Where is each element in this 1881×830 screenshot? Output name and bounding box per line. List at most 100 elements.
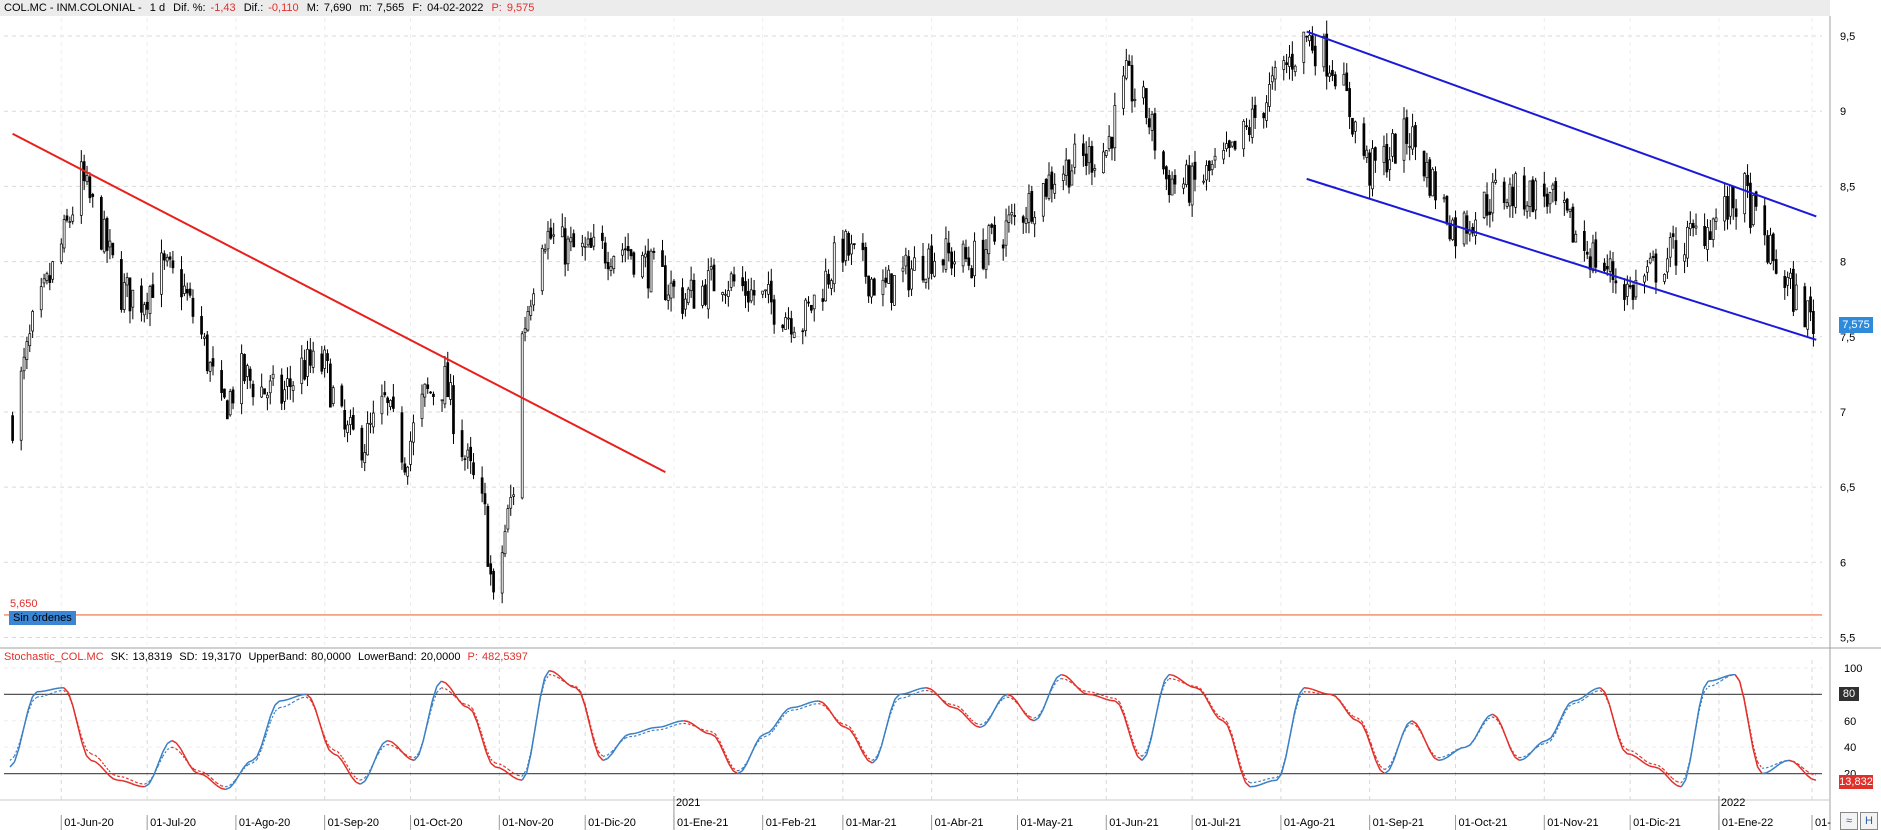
sk-segment [1141,754,1148,761]
candle-body [721,292,724,295]
sk-segment [1419,730,1426,741]
period[interactable]: 1 d [149,2,166,14]
sk-segment [862,753,869,762]
no-orders-label[interactable]: Sin órdenes [9,611,76,625]
sk-segment [207,776,213,783]
candle-body [1411,126,1414,150]
sk-segment [166,739,173,745]
sd-segment [1708,685,1713,688]
sd-segment [301,696,307,699]
candle-body [801,330,805,333]
sd-segment [1222,717,1228,723]
sd-segment [288,701,294,706]
chart-type-icon[interactable]: ≈ [1840,812,1858,830]
sk-segment [1496,716,1503,727]
candle-body [609,266,613,271]
sd-segment [184,758,191,766]
sk-segment [634,731,640,735]
sk-segment [1554,720,1561,731]
candle-body [1726,196,1729,220]
sk-segment [1770,766,1777,771]
candle-body [913,257,916,271]
candle-body [263,388,266,395]
candle-body [1190,165,1194,206]
sd-segment [1595,689,1601,692]
sd-segment [975,722,981,726]
candle-body [1408,145,1412,148]
sk-segment [1222,720,1229,726]
candle-body [1268,84,1271,107]
candle-body [343,410,347,430]
sd-segment [1051,680,1058,689]
sk-segment [1384,769,1390,775]
sd-segment [1582,696,1588,701]
sk-segment [449,687,456,695]
sd-segment [485,748,492,760]
candle-body [1187,165,1191,203]
sk-segment [1065,675,1071,681]
candle-body [520,333,524,499]
sd-segment [961,709,968,716]
sk-segment [1514,756,1520,762]
sd-value: 19,3170 [201,651,242,663]
sk-segment [1191,686,1197,689]
x-tick-label: 01-Dic-20 [588,817,636,829]
sd-segment [247,762,253,766]
candle-body [1362,123,1366,156]
sk-segment [441,680,447,684]
sd-segment [1213,709,1219,717]
sd-segment [32,696,38,702]
candle-body [1743,173,1747,215]
candle-body [1371,148,1374,190]
sd-segment [387,743,392,747]
cursor-icon[interactable]: H [1860,812,1878,830]
sd-segment [1541,742,1547,745]
sk-segment [692,723,698,728]
sk-segment [1658,767,1664,773]
candle-body [1525,205,1529,212]
candle-body [1694,225,1698,229]
candle-body [704,284,707,305]
sk-segment [175,742,182,750]
candle-body [1691,222,1695,228]
sd-segment [1487,716,1493,720]
x-tick-label: 01-Ago-20 [239,817,290,829]
candle-body [280,374,284,404]
sd-segment [863,751,869,759]
candle-body [203,336,206,339]
price-tick-label: 6 [1840,557,1846,569]
candle-body [79,161,83,216]
sk-label: SK: [110,651,129,663]
candle-body [472,462,475,476]
candle-body [120,259,123,310]
candle-body [1382,145,1386,163]
candle-body [1562,199,1566,203]
sk-segment [1456,747,1462,752]
candle-body [403,463,407,473]
candle-body [672,280,676,287]
candle-body [288,378,292,387]
candle-body [612,256,616,269]
candle-body [1064,159,1068,176]
sd-segment [202,771,208,776]
date-label: F: [412,2,423,14]
sd-segment [1195,685,1201,690]
sk-segment [153,763,159,776]
candle-body [1803,286,1807,328]
sk-segment [1644,763,1651,767]
candle-body [1643,275,1646,283]
sd-segment [405,753,411,758]
candle-body [62,219,66,249]
sk-segment [643,728,649,732]
sk-segment [225,786,231,791]
sd-segment [1644,760,1651,764]
candle-body [1648,257,1652,264]
sd-segment [796,707,801,711]
candle-body [1806,300,1810,330]
sk-segment [517,778,523,781]
candle-body [646,250,650,289]
sd-segment [997,698,1004,705]
sd-segment [175,748,182,754]
sk-segment [391,741,397,747]
